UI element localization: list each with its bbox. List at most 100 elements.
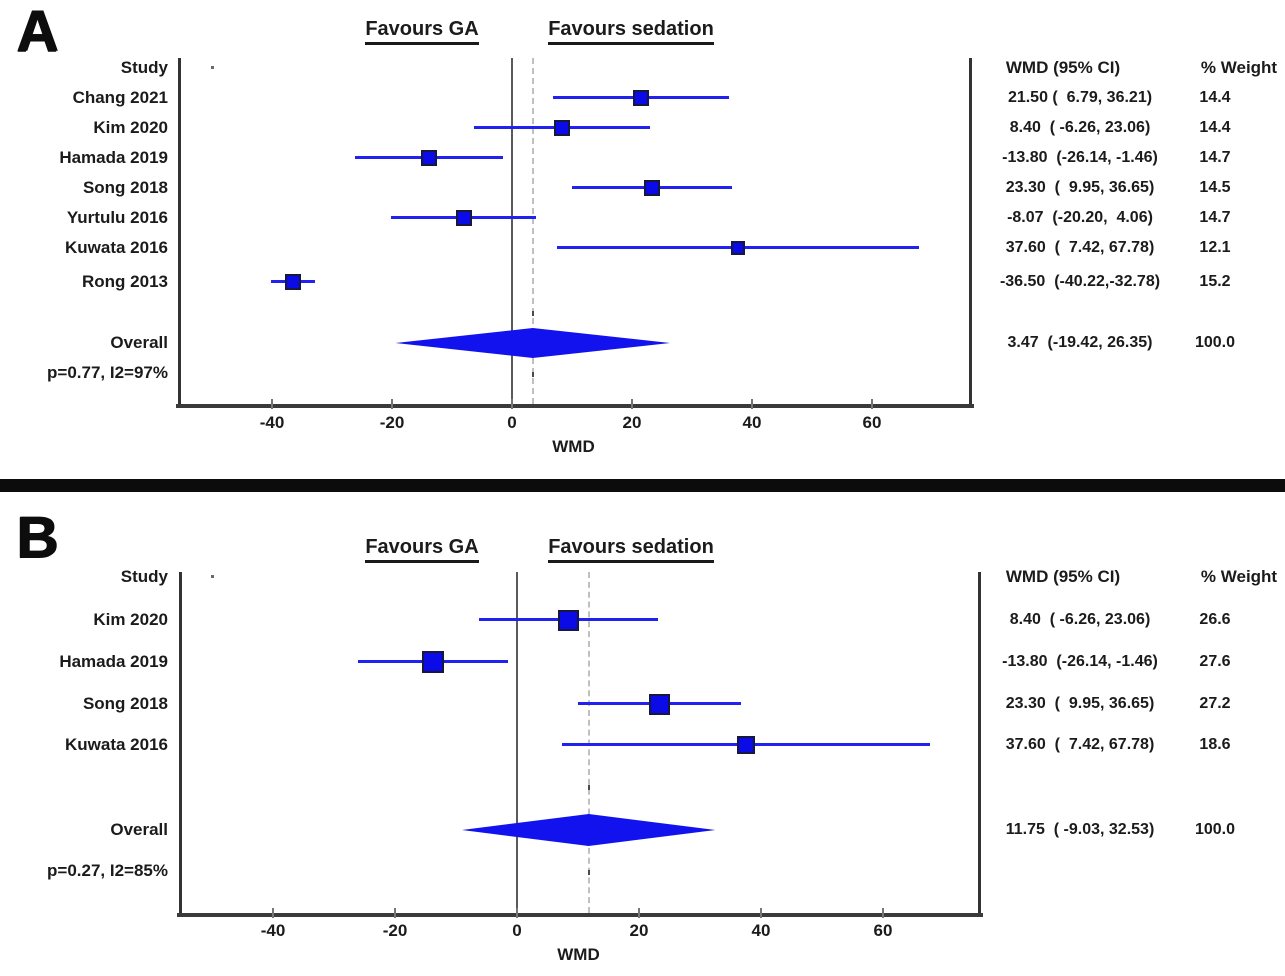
axis-label-wmd: WMD	[557, 945, 600, 964]
axis-label-wmd: WMD	[552, 437, 595, 456]
study-column-header: Study	[120, 567, 168, 586]
axis-tick-label: 0	[507, 413, 517, 432]
stats-effect-value: 11.75 ( -9.03, 32.53)	[1005, 821, 1155, 838]
axis-tick-mark	[882, 908, 884, 918]
effect-square	[554, 120, 571, 136]
plot-border-left	[179, 572, 182, 917]
axis-tick-label: 20	[622, 413, 642, 432]
study-label: Hamada 2019	[59, 652, 168, 671]
stats-effect-value: -13.80 (-26.14, -1.46)	[1002, 149, 1158, 166]
axis-tick-label: -40	[260, 921, 286, 940]
axis-tick-mark	[516, 908, 518, 918]
stats-effect-value: 37.60 ( 7.42, 67.78)	[1005, 239, 1155, 256]
dash-mark	[587, 870, 590, 875]
stats-effect-value: -13.80 (-26.14, -1.46)	[1002, 653, 1158, 670]
overall-label: Overall	[110, 333, 168, 352]
dash-mark	[531, 372, 534, 377]
overall-diamond	[461, 814, 716, 846]
study-label: Chang 2021	[72, 88, 168, 107]
favours-ga-text: Favours GA	[365, 17, 479, 45]
panel-letter: B	[16, 505, 58, 570]
favours-ga-label: Favours GA	[312, 17, 532, 45]
stats-weight-value: 14.7	[1199, 209, 1231, 226]
stats-weight-value: 26.6	[1199, 611, 1231, 628]
study-label: Rong 2013	[82, 272, 168, 291]
axis-tick-mark	[271, 399, 273, 409]
study-label: Song 2018	[82, 178, 168, 197]
heterogeneity-label: p=0.27, I2=85%	[47, 861, 168, 880]
stats-weight-value: 100.0	[1194, 334, 1236, 351]
effect-square	[648, 693, 670, 715]
stats-effect-value: 3.47 (-19.42, 26.35)	[1007, 334, 1153, 351]
column-header-weight: % Weight	[1200, 567, 1278, 586]
panel-divider-bar	[0, 479, 1285, 492]
study-column-header: Study	[120, 58, 168, 77]
axis-tick-label: -20	[379, 413, 405, 432]
axis-tick-label: 60	[862, 413, 882, 432]
axis-tick-mark	[871, 399, 873, 409]
stats-weight-value: 18.6	[1199, 736, 1231, 753]
overall-dashed-line	[531, 58, 534, 404]
stats-weight-value: 14.7	[1199, 149, 1231, 166]
column-header-weight: % Weight	[1200, 58, 1278, 77]
favours-sedation-label: Favours sedation	[521, 535, 741, 563]
effect-square	[643, 180, 660, 196]
artifact-dot	[211, 66, 214, 69]
axis-tick-label: 40	[751, 921, 771, 940]
axis-tick-label: -20	[382, 921, 408, 940]
stats-effect-value: 37.60 ( 7.42, 67.78)	[1005, 736, 1155, 753]
overall-dashed-line	[587, 572, 590, 913]
favours-sedation-text: Favours sedation	[548, 17, 714, 45]
overall-diamond	[395, 328, 671, 358]
axis-tick-mark	[391, 399, 393, 409]
dash-mark	[587, 785, 590, 790]
column-header-wmd-ci: WMD (95% CI)	[1005, 567, 1121, 586]
effect-square	[557, 609, 579, 631]
favours-ga-text: Favours GA	[365, 535, 479, 563]
plot-border-right	[978, 572, 981, 917]
study-label: Kuwata 2016	[65, 238, 168, 257]
effect-square	[421, 150, 438, 166]
plot-border-right	[969, 58, 972, 408]
study-label: Hamada 2019	[59, 148, 168, 167]
effect-square	[737, 736, 756, 754]
plot-border-left	[178, 58, 181, 408]
column-header-wmd-ci: WMD (95% CI)	[1005, 58, 1121, 77]
stats-weight-value: 14.5	[1199, 179, 1231, 196]
study-label: Kim 2020	[93, 118, 168, 137]
favours-sedation-label: Favours sedation	[521, 17, 741, 45]
stats-weight-value: 27.2	[1199, 695, 1231, 712]
effect-square	[730, 241, 745, 255]
favours-sedation-text: Favours sedation	[548, 535, 714, 563]
effect-square	[455, 210, 472, 226]
effect-square	[285, 274, 301, 290]
stats-effect-value: -36.50 (-40.22,-32.78)	[999, 273, 1161, 290]
axis-tick-label: 20	[629, 921, 649, 940]
stats-effect-value: -8.07 (-20.20, 4.06)	[1007, 209, 1153, 226]
stats-weight-value: 15.2	[1199, 273, 1231, 290]
axis-tick-mark	[631, 399, 633, 409]
study-label: Kim 2020	[93, 610, 168, 629]
axis-tick-mark	[638, 908, 640, 918]
axis-tick-mark	[394, 908, 396, 918]
axis-tick-label: 0	[512, 921, 522, 940]
zero-line	[511, 58, 513, 404]
axis-tick-label: 60	[873, 921, 893, 940]
stats-weight-value: 14.4	[1199, 89, 1231, 106]
stats-effect-value: 8.40 ( -6.26, 23.06)	[1009, 119, 1151, 136]
effect-square	[633, 90, 649, 106]
axis-tick-label: 40	[742, 413, 762, 432]
stats-weight-value: 100.0	[1194, 821, 1236, 838]
axis-tick-mark	[272, 908, 274, 918]
axis-tick-mark	[751, 399, 753, 409]
favours-ga-label: Favours GA	[312, 535, 532, 563]
overall-label: Overall	[110, 820, 168, 839]
zero-line	[516, 572, 518, 913]
artifact-dot	[211, 575, 214, 578]
stats-effect-value: 21.50 ( 6.79, 36.21)	[1007, 89, 1153, 106]
dash-mark	[531, 311, 534, 316]
stats-weight-value: 12.1	[1199, 239, 1231, 256]
stats-effect-value: 23.30 ( 9.95, 36.65)	[1005, 179, 1155, 196]
axis-tick-mark	[760, 908, 762, 918]
